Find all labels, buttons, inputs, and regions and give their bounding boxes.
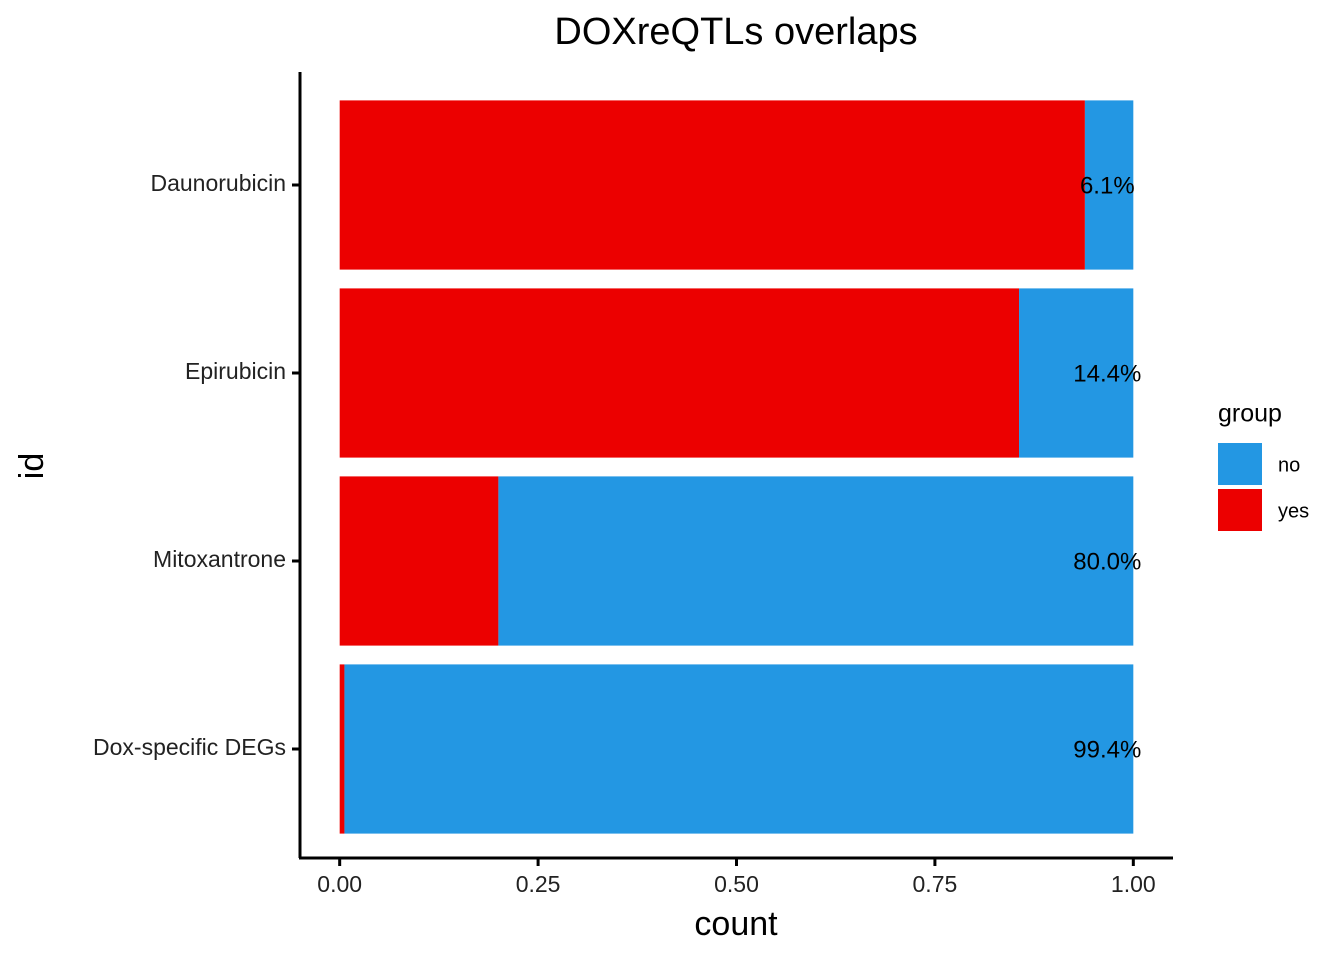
bar-segment <box>1084 100 1134 270</box>
value-label: 14.4% <box>1073 360 1141 387</box>
legend-swatch <box>1218 443 1262 485</box>
bar-segment <box>339 100 1085 270</box>
value-label: 80.0% <box>1073 548 1141 575</box>
legend-swatch <box>1218 489 1262 531</box>
y-tick-label: Epirubicin <box>185 358 286 384</box>
bar-segment <box>339 476 499 646</box>
y-tick-label: Dox-specific DEGs <box>93 734 286 760</box>
bar-segment <box>498 476 1134 646</box>
legend-label: no <box>1278 454 1300 476</box>
value-label: 6.1% <box>1080 172 1135 199</box>
y-axis-title: id <box>13 453 51 479</box>
x-axis-title: count <box>694 905 778 943</box>
y-tick-label: Mitoxantrone <box>153 546 286 572</box>
bar-segment <box>1019 288 1134 458</box>
x-tick-label: 1.00 <box>1111 871 1156 897</box>
x-tick-label: 0.25 <box>516 871 561 897</box>
legend-title: group <box>1218 400 1282 428</box>
bar-segment <box>344 664 1134 834</box>
value-label: 99.4% <box>1073 736 1141 763</box>
bar-segment <box>339 664 345 834</box>
bar-segment <box>339 288 1020 458</box>
chart-title: DOXreQTLs overlaps <box>554 11 917 53</box>
legend-label: yes <box>1278 500 1309 522</box>
y-tick-label: Daunorubicin <box>150 170 286 196</box>
x-tick-label: 0.00 <box>317 871 362 897</box>
x-tick-label: 0.75 <box>913 871 958 897</box>
x-tick-label: 0.50 <box>714 871 759 897</box>
